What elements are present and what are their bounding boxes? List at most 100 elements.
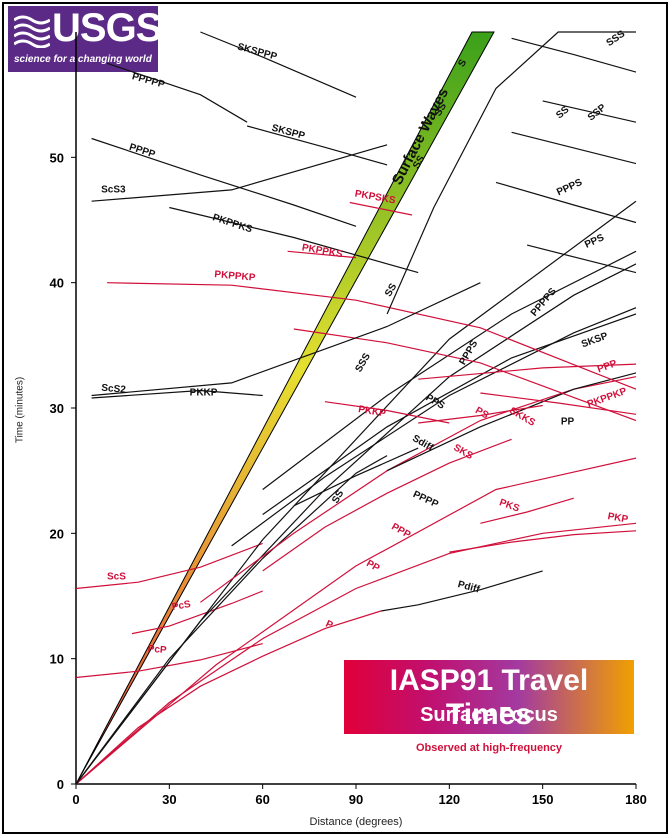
phase-curve-sss bbox=[511, 37, 637, 73]
phase-label: SS bbox=[383, 281, 399, 298]
legend-subtitle: Surface Focus bbox=[420, 704, 558, 726]
y-tick-label: 0 bbox=[57, 777, 64, 792]
phase-curve-ppppp bbox=[106, 62, 248, 123]
phase-curve-pkppks bbox=[293, 328, 637, 422]
phase-curve-skspp bbox=[246, 125, 388, 166]
phase-curve-ppp bbox=[418, 363, 637, 380]
phase-label: SKSPPP bbox=[236, 42, 278, 63]
x-axis-label: Distance (degrees) bbox=[309, 816, 403, 828]
phase-label: PKS bbox=[498, 497, 521, 514]
phase-label: PKKP bbox=[357, 404, 387, 420]
phase-label: PS bbox=[473, 405, 490, 421]
phase-curve-scs bbox=[75, 542, 263, 590]
phase-curve-s bbox=[75, 455, 388, 785]
y-axis-label-wrap: Time (minutes) bbox=[15, 377, 36, 443]
phase-label: PP bbox=[561, 416, 575, 427]
legend-note: Observed at high-frequency bbox=[415, 742, 563, 754]
x-tick-label: 150 bbox=[532, 792, 554, 807]
phase-label: PKPPKP bbox=[586, 386, 629, 411]
y-tick-label: 20 bbox=[50, 526, 64, 541]
phase-label: PPPS bbox=[458, 338, 481, 367]
usgs-wave-icon bbox=[14, 15, 50, 48]
phase-label: SKSPP bbox=[270, 123, 306, 142]
phase-curve-scs2 bbox=[91, 282, 481, 397]
phase-curve-pkppks bbox=[169, 206, 419, 274]
phase-curve-ps bbox=[200, 376, 637, 603]
surface-waves-label: Surface Waves bbox=[389, 85, 452, 187]
phase-label: PKPPKP bbox=[214, 269, 256, 284]
x-tick-label: 180 bbox=[625, 792, 647, 807]
phase-curve-pdiff bbox=[380, 570, 543, 612]
phase-curve-pkppks bbox=[287, 250, 357, 259]
phase-curve-pcp bbox=[75, 643, 263, 679]
x-tick-label: 120 bbox=[438, 792, 460, 807]
phase-curve-pkpsks bbox=[349, 201, 413, 216]
phase-curve-ssp bbox=[542, 100, 637, 123]
phase-label: P bbox=[324, 619, 335, 632]
phase-label: SKS bbox=[451, 442, 475, 462]
usgs-logo: USGS science for a changing world bbox=[8, 6, 162, 72]
x-tick-label: 30 bbox=[162, 792, 176, 807]
phase-curve-pppp bbox=[262, 313, 637, 515]
y-axis-label: Time (minutes) bbox=[14, 376, 26, 444]
phase-curve-pppp bbox=[91, 137, 357, 227]
logo-title: USGS bbox=[52, 6, 162, 50]
phase-label: PPP bbox=[389, 521, 412, 541]
phase-curve-scs3 bbox=[91, 144, 388, 202]
y-tick-label: 50 bbox=[50, 150, 64, 165]
phase-label: PPPPS bbox=[529, 286, 559, 319]
phase-label: PPPPP bbox=[131, 71, 166, 90]
phase-label: Pdiff bbox=[456, 579, 481, 596]
phase-label: PPS bbox=[583, 232, 606, 251]
legend-box: IASP91 Travel Times Surface Focus bbox=[344, 660, 634, 734]
phase-curve-ss bbox=[511, 131, 637, 165]
phase-curve-pkp bbox=[449, 530, 637, 553]
legend-title: IASP91 Travel Times bbox=[389, 664, 589, 731]
phase-curve-ppp bbox=[75, 457, 637, 785]
phase-label: ScS3 bbox=[101, 184, 126, 195]
phase-label: PPPP bbox=[128, 142, 157, 161]
phase-label: PPPS bbox=[555, 177, 584, 198]
phase-curve-sksppp bbox=[200, 31, 357, 98]
phase-curve-pps bbox=[231, 307, 637, 547]
phase-label: PKP bbox=[607, 511, 629, 525]
phase-label: PPPP bbox=[411, 489, 440, 510]
phase-label: SKSP bbox=[580, 331, 610, 351]
phase-label: SSS bbox=[353, 351, 373, 374]
phase-curve-pps bbox=[526, 244, 637, 274]
phase-label: PKKP bbox=[190, 387, 218, 398]
phase-label: SS bbox=[330, 488, 346, 505]
phase-curve-pcs bbox=[131, 590, 263, 635]
x-tick-label: 90 bbox=[349, 792, 363, 807]
phase-curve-ppps bbox=[262, 250, 637, 490]
y-tick-label: 30 bbox=[50, 401, 64, 416]
phase-label: ScS bbox=[107, 572, 126, 583]
y-tick-label: 40 bbox=[50, 276, 64, 291]
phase-curve-pp bbox=[75, 522, 637, 785]
logo-tagline: science for a changing world bbox=[14, 54, 152, 65]
phase-label: PKPPKS bbox=[211, 212, 254, 235]
phase-label: SSP bbox=[586, 102, 609, 124]
phase-curve-pks bbox=[480, 497, 574, 524]
phase-curve-sdiff bbox=[293, 447, 419, 507]
phase-label: PPP bbox=[596, 358, 619, 375]
phase-curve-pkppkp bbox=[107, 282, 637, 390]
phase-label: PcP bbox=[147, 644, 167, 657]
x-tick-label: 60 bbox=[255, 792, 269, 807]
phase-label: S bbox=[456, 57, 469, 69]
phase-label: ScS2 bbox=[101, 383, 127, 396]
phase-curve-sss bbox=[75, 200, 637, 785]
phase-label: PKPPKS bbox=[301, 242, 344, 260]
phase-curve-sks bbox=[262, 438, 512, 572]
surface-waves-band bbox=[75, 31, 495, 785]
phase-curve-p bbox=[75, 610, 382, 785]
phase-label: PcS bbox=[171, 599, 192, 613]
phase-label: SSS bbox=[605, 28, 628, 49]
x-tick-label: 0 bbox=[72, 792, 79, 807]
y-tick-label: 10 bbox=[50, 652, 64, 667]
phase-curve-pkkp bbox=[324, 401, 450, 424]
phase-curve-s bbox=[386, 31, 636, 315]
phase-curve-ppps bbox=[495, 181, 637, 224]
phase-curve-pkkp bbox=[91, 389, 263, 399]
